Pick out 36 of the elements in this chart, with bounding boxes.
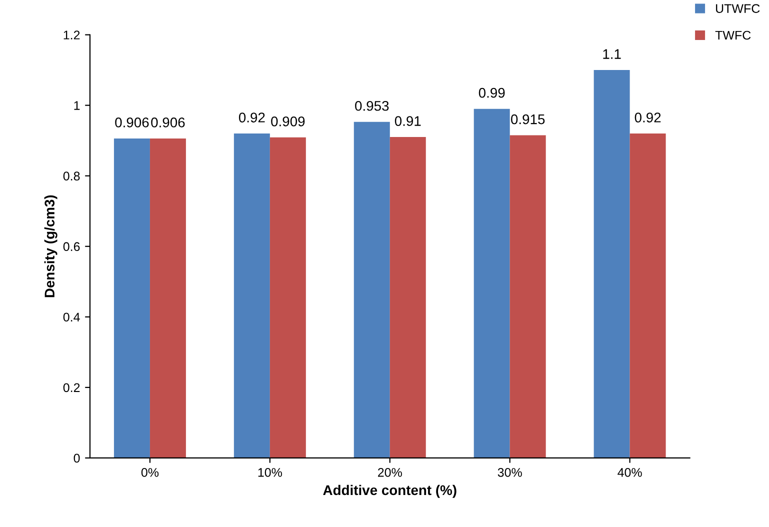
bar [354, 122, 390, 458]
y-tick-label: 0.6 [63, 242, 80, 252]
bar [234, 134, 270, 458]
data-label: 1.1 [603, 49, 621, 59]
x-tick-label: 0% [141, 468, 159, 477]
y-tick-label: 0.8 [63, 172, 80, 180]
x-tick-label: 10% [258, 468, 282, 477]
legend-label: UTWFC [716, 4, 760, 13]
bar [114, 138, 150, 458]
data-label: 0.909 [271, 116, 305, 126]
y-tick-label: 0.4 [63, 312, 80, 322]
bar [390, 137, 426, 458]
x-tick-label: 20% [378, 468, 402, 477]
x-tick-label: 40% [618, 468, 642, 477]
bar [474, 108, 510, 458]
y-tick-label: 0 [74, 454, 80, 463]
x-tick-label: 30% [498, 468, 522, 477]
bar [594, 70, 630, 458]
data-label: 0.92 [238, 112, 265, 122]
data-label: 0.953 [355, 100, 389, 111]
data-label: 0.906 [115, 118, 149, 128]
data-label: 0.906 [151, 118, 185, 128]
bar [630, 134, 666, 458]
data-label: 0.99 [478, 88, 505, 98]
bar [270, 137, 306, 458]
data-label: 0.92 [634, 112, 661, 122]
y-tick-label: 1 [74, 101, 80, 110]
y-tick-label: 0.2 [63, 383, 80, 392]
data-label: 0.91 [394, 116, 421, 126]
legend-label: TWFC [715, 30, 751, 40]
data-label: 0.915 [511, 114, 545, 124]
bar [150, 138, 186, 458]
y-axis-title: Density (g/cm3) [44, 195, 58, 298]
bar [510, 135, 546, 458]
y-tick-label: 1.2 [64, 30, 80, 40]
x-axis-title: Additive content (%) [323, 484, 456, 498]
